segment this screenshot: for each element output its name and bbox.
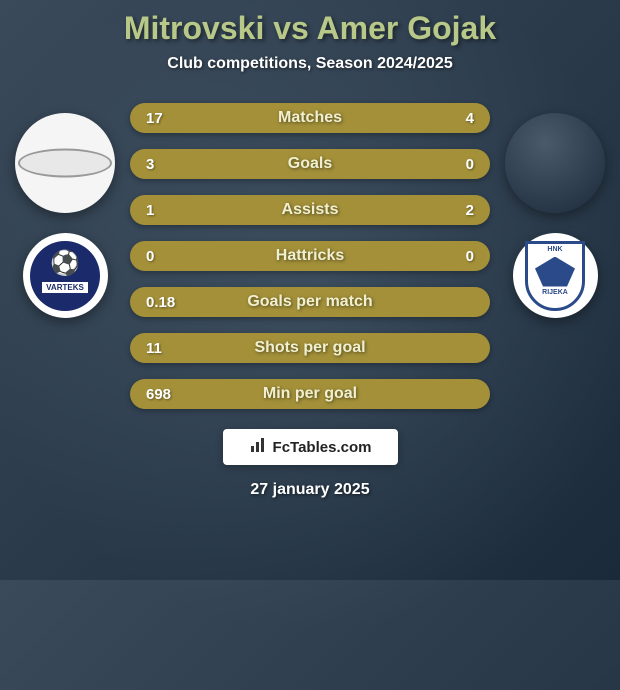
club-badge-rijeka: HNK RIJEKA (513, 233, 598, 318)
stat-label: Hattricks (276, 247, 344, 265)
brand-text: FcTables.com (273, 439, 372, 456)
club-badge-varteks: VARTEKS (23, 233, 108, 318)
stat-left-value: 0.18 (146, 294, 186, 311)
stat-row-goals-per-match: 0.18 Goals per match (130, 287, 490, 317)
stat-row-matches: 17 Matches 4 (130, 103, 490, 133)
main-comparison-area: VARTEKS 17 Matches 4 3 Goals 0 1 Assists… (0, 103, 620, 409)
stat-right-value: 0 (434, 248, 474, 265)
stat-right-value: 0 (434, 156, 474, 173)
eagle-icon (535, 257, 575, 287)
brand-badge[interactable]: FcTables.com (223, 429, 398, 465)
club-name-right-top: HNK (547, 246, 562, 253)
stat-label: Matches (278, 109, 342, 127)
stat-left-value: 3 (146, 156, 186, 173)
stat-row-hattricks: 0 Hattricks 0 (130, 241, 490, 271)
stat-left-value: 1 (146, 202, 186, 219)
stats-column: 17 Matches 4 3 Goals 0 1 Assists 2 0 Hat… (130, 103, 490, 409)
stat-right-value: 4 (434, 110, 474, 127)
stat-right-value: 2 (434, 202, 474, 219)
stat-left-value: 17 (146, 110, 186, 127)
left-player-column: VARTEKS (15, 103, 115, 318)
footer-date: 27 january 2025 (0, 481, 620, 499)
stat-left-value: 11 (146, 340, 186, 357)
stat-row-assists: 1 Assists 2 (130, 195, 490, 225)
stat-left-value: 698 (146, 386, 186, 403)
stat-row-goals: 3 Goals 0 (130, 149, 490, 179)
season-subtitle: Club competitions, Season 2024/2025 (0, 55, 620, 73)
stat-label: Goals (288, 155, 332, 173)
stat-left-value: 0 (146, 248, 186, 265)
comparison-title: Mitrovski vs Amer Gojak (0, 10, 620, 47)
stat-label: Min per goal (263, 385, 357, 403)
stat-label: Shots per goal (254, 339, 365, 357)
player-photo-left (15, 113, 115, 213)
stat-label: Goals per match (247, 293, 372, 311)
stat-row-shots-per-goal: 11 Shots per goal (130, 333, 490, 363)
stat-label: Assists (282, 201, 339, 219)
club-name-right-bottom: RIJEKA (542, 289, 568, 296)
player-photo-right (505, 113, 605, 213)
club-name-left: VARTEKS (42, 282, 88, 293)
chart-icon (249, 436, 267, 459)
stat-row-min-per-goal: 698 Min per goal (130, 379, 490, 409)
right-player-column: HNK RIJEKA (505, 103, 605, 318)
